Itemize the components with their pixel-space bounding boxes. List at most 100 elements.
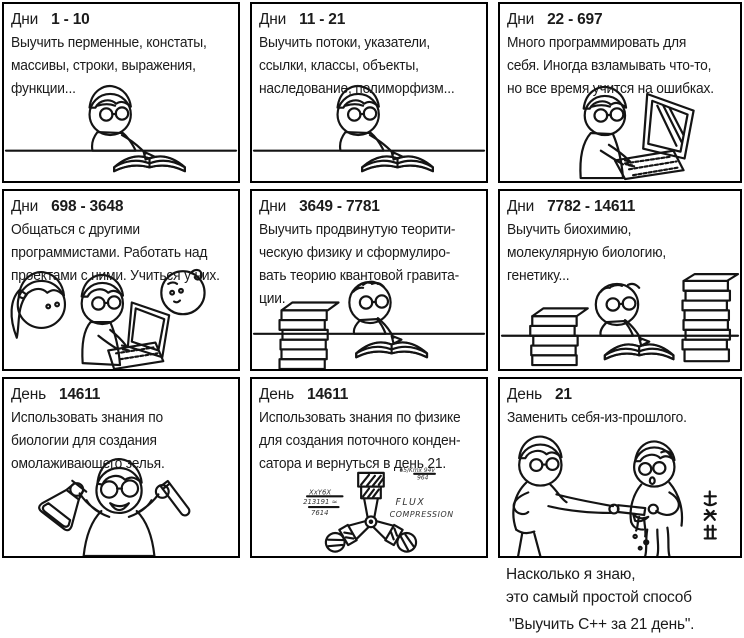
panel-text: Дни 1 - 10 Выучить перменные, констаты, … bbox=[11, 8, 236, 100]
flux-capacitor-drawing: FLUX COMPRESSION XxY6X 213191 ≈ 7614 65/… bbox=[303, 468, 454, 553]
flux-arm-left bbox=[324, 520, 370, 553]
day-word: Дни bbox=[507, 11, 535, 28]
scribbled-note-line2: 964 bbox=[417, 476, 429, 482]
artist-signature bbox=[703, 490, 717, 540]
glasses-icon bbox=[529, 457, 560, 472]
panel-caption: Выучить биохимию, молекулярную биологию,… bbox=[507, 221, 667, 284]
panel-text: Дни 22 - 697 Много программировать для с… bbox=[507, 8, 738, 100]
day-word: День bbox=[259, 386, 294, 403]
day-word: Дни bbox=[259, 11, 287, 28]
panel-text: День 21 Заменить себя-из-прошлого. bbox=[507, 383, 738, 429]
laptop-icon bbox=[107, 301, 171, 369]
comic-panel-2: Дни 11 - 21 Выучить потоки, указатели, с… bbox=[250, 2, 488, 183]
future-self-figure bbox=[512, 435, 620, 556]
aging-reader-figure bbox=[348, 280, 403, 345]
scribbled-equation-line3: 7614 bbox=[311, 509, 329, 517]
panel-caption: Заменить себя-из-прошлого. bbox=[507, 409, 687, 426]
flask-icon bbox=[38, 479, 88, 532]
book-stack-left bbox=[529, 307, 589, 367]
book-stack-right bbox=[681, 273, 740, 363]
hair bbox=[80, 273, 125, 298]
caption-line: это самый простой способ bbox=[506, 589, 692, 606]
glasses-icon bbox=[96, 103, 130, 122]
glasses-icon bbox=[358, 294, 390, 310]
hair bbox=[17, 271, 66, 300]
panel-day-header: Дни 7782 - 14611 bbox=[507, 195, 738, 218]
day-range: 11 - 21 bbox=[299, 11, 346, 28]
panel-text: День 14611 Использовать знания по физике… bbox=[259, 383, 484, 475]
typing-figure bbox=[80, 273, 130, 367]
panel-day-header: День 14611 bbox=[259, 383, 484, 406]
laptop-keyboard bbox=[107, 341, 165, 369]
hair bbox=[88, 84, 132, 109]
stabbing-scene-drawing bbox=[512, 435, 717, 556]
flux-center bbox=[364, 515, 378, 529]
panel-caption: Выучить перменные, констаты, массивы, ст… bbox=[11, 34, 207, 97]
panel-caption: Выучить потоки, указатели, ссылки, класс… bbox=[259, 34, 455, 97]
panel-day-header: Дни 1 - 10 bbox=[11, 8, 236, 31]
day-word: День bbox=[11, 386, 46, 403]
book-stack bbox=[278, 301, 340, 369]
reading-figure bbox=[336, 84, 404, 161]
glasses-icon bbox=[91, 295, 122, 311]
hand bbox=[647, 503, 659, 515]
balding-figure-two-book-stacks-drawing bbox=[500, 273, 740, 367]
figure-holding-flask-drawing bbox=[38, 458, 191, 556]
glasses-icon bbox=[638, 461, 667, 476]
panel-day-header: Дни 3649 - 7781 bbox=[259, 195, 484, 218]
panel-caption: Много программировать для себя. Иногда в… bbox=[507, 34, 714, 97]
day-word: Дни bbox=[11, 11, 39, 28]
day-range: 21 bbox=[554, 386, 572, 403]
glasses-icon bbox=[99, 479, 140, 499]
closing-caption: Насколько я знаю, это самый простой спос… bbox=[506, 563, 742, 636]
flux-label-line2: COMPRESSION bbox=[390, 510, 454, 519]
panel-caption: Выучить продвинутую теорити- ческую физи… bbox=[259, 221, 460, 307]
comic-panel-3: Дни 22 - 697 Много программировать для с… bbox=[498, 2, 742, 183]
ponytail bbox=[10, 288, 28, 339]
flux-arm-top bbox=[357, 471, 385, 518]
panel-caption: Использовать знания по биологии для созд… bbox=[11, 409, 165, 472]
comic-panel-9: День 21 Заменить себя-из-прошлого. bbox=[498, 377, 742, 558]
panel-text: Дни 698 - 3648 Общаться с другими програ… bbox=[11, 195, 236, 287]
panel-text: Дни 11 - 21 Выучить потоки, указатели, с… bbox=[259, 8, 484, 100]
figure-with-book-stack-drawing bbox=[252, 280, 486, 369]
day-range: 22 - 697 bbox=[547, 11, 603, 28]
comic-panel-1: Дни 1 - 10 Выучить перменные, констаты, … bbox=[2, 2, 240, 183]
open-book bbox=[603, 343, 675, 361]
knife-icon bbox=[616, 504, 647, 517]
reading-figure bbox=[88, 84, 156, 161]
open-book bbox=[355, 341, 429, 359]
flux-label-line1: FLUX bbox=[396, 497, 426, 508]
comic-panel-8: День 14611 Использовать знания по физике… bbox=[250, 377, 488, 558]
legs bbox=[515, 528, 542, 556]
balding-reader-figure bbox=[594, 282, 651, 347]
student-reading-book-at-desk-drawing bbox=[252, 84, 486, 173]
comic-panel-5: Дни 3649 - 7781 Выучить продвинутую теор… bbox=[250, 189, 488, 371]
open-book bbox=[361, 155, 434, 173]
panel-day-header: Дни 11 - 21 bbox=[259, 8, 484, 31]
hair bbox=[336, 84, 380, 109]
raised-brow bbox=[660, 450, 673, 456]
open-book bbox=[113, 155, 186, 173]
hair bbox=[518, 435, 563, 460]
day-word: Дни bbox=[259, 198, 287, 215]
glasses-icon bbox=[605, 296, 637, 312]
comic-panel-7: День 14611 Использовать знания по биолог… bbox=[2, 377, 240, 558]
hair bbox=[582, 85, 628, 110]
test-tube-icon bbox=[159, 479, 191, 517]
day-range: 3649 - 7781 bbox=[299, 198, 380, 215]
caption-line: Насколько я знаю, bbox=[506, 566, 636, 583]
panel-caption: Общаться с другими программистами. Работ… bbox=[11, 221, 220, 284]
thinning-hair bbox=[352, 280, 385, 293]
comic-panel-6: Дни 7782 - 14611 Выучить биохимию, молек… bbox=[498, 189, 742, 371]
hand bbox=[638, 336, 651, 347]
panel-day-header: День 14611 bbox=[11, 383, 236, 406]
three-programmers-drawing bbox=[10, 269, 206, 369]
student-reading-book-at-desk-drawing bbox=[4, 84, 238, 173]
surprised-mouth bbox=[648, 476, 656, 486]
hair bbox=[96, 458, 143, 486]
panel-text: Дни 7782 - 14611 Выучить биохимию, молек… bbox=[507, 195, 738, 287]
day-range: 1 - 10 bbox=[51, 11, 90, 28]
hand bbox=[390, 334, 403, 345]
handwritten-labels: FLUX COMPRESSION XxY6X 213191 ≈ 7614 65/… bbox=[303, 468, 454, 519]
